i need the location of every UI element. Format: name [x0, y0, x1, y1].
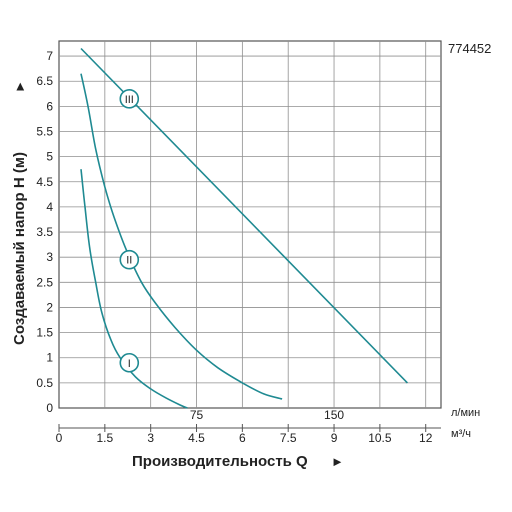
y-tick-label: 2.5	[36, 275, 53, 289]
curve-label: I	[128, 358, 131, 370]
model-code: 774452	[448, 41, 491, 56]
y-axis-arrow-icon: ►	[12, 80, 27, 93]
x-tick-label: 0	[56, 431, 63, 445]
x-tick-label: 3	[147, 431, 154, 445]
curve-label-badge	[119, 89, 140, 109]
x-axis-label: Производительность Q	[132, 453, 308, 470]
x2-tick-label: 150	[324, 408, 344, 422]
x-tick-label: 7.5	[280, 431, 297, 445]
y-axis-ticks: 0 0.5 1 1.5 2 2.5 3 3.5 4 4.5 5 5.5 6 6.5 7	[36, 49, 53, 415]
y-tick-label: 3.5	[36, 225, 53, 239]
x-unit-label: м³/ч	[451, 428, 471, 440]
x-tick-label: 9	[331, 431, 338, 445]
y-tick-label: 2	[46, 300, 53, 314]
y-tick-label: 0	[46, 401, 53, 415]
grid-lines	[59, 41, 441, 408]
y-axis-title: Создаваемый напор H (м) ►	[11, 80, 28, 345]
x-tick-label: 12	[419, 431, 433, 445]
y-tick-label: 0.5	[36, 376, 53, 390]
y-tick-label: 4.5	[36, 175, 53, 189]
x-tick-label: 10.5	[368, 431, 392, 445]
y-tick-label: 6	[46, 99, 53, 113]
y-tick-label: 1.5	[36, 326, 53, 340]
y-axis-label: Создаваемый напор H (м)	[11, 152, 28, 345]
x-tick-label: 1.5	[96, 431, 113, 445]
x-axis-title: Производительность Q ►	[132, 453, 344, 470]
y-tick-label: 5	[46, 150, 53, 164]
y-tick-label: 4	[46, 200, 53, 214]
curve-I	[80, 169, 188, 409]
y-tick-label: 5.5	[36, 124, 53, 138]
x2-unit-label: л/мин	[451, 407, 480, 419]
y-tick-label: 1	[46, 351, 53, 365]
x-axis-arrow-icon: ►	[331, 454, 344, 469]
y-tick-label: 6.5	[36, 74, 53, 88]
x2-axis-ticks: 75 150	[190, 408, 345, 422]
y-tick-label: 3	[46, 250, 53, 264]
curve-label: II	[126, 255, 132, 267]
x-tick-label: 4.5	[188, 431, 205, 445]
curve-label: III	[125, 94, 134, 106]
curve-label-badge	[119, 352, 140, 373]
curve-label-badge	[119, 249, 140, 270]
y-tick-label: 7	[46, 49, 53, 63]
x2-tick-label: 75	[190, 408, 204, 422]
x-axis-ticks: 0 1.5 3 4.5 6 7.5 9 10.5 12	[56, 424, 441, 445]
x-tick-label: 6	[239, 431, 246, 445]
curve-II	[80, 73, 283, 400]
